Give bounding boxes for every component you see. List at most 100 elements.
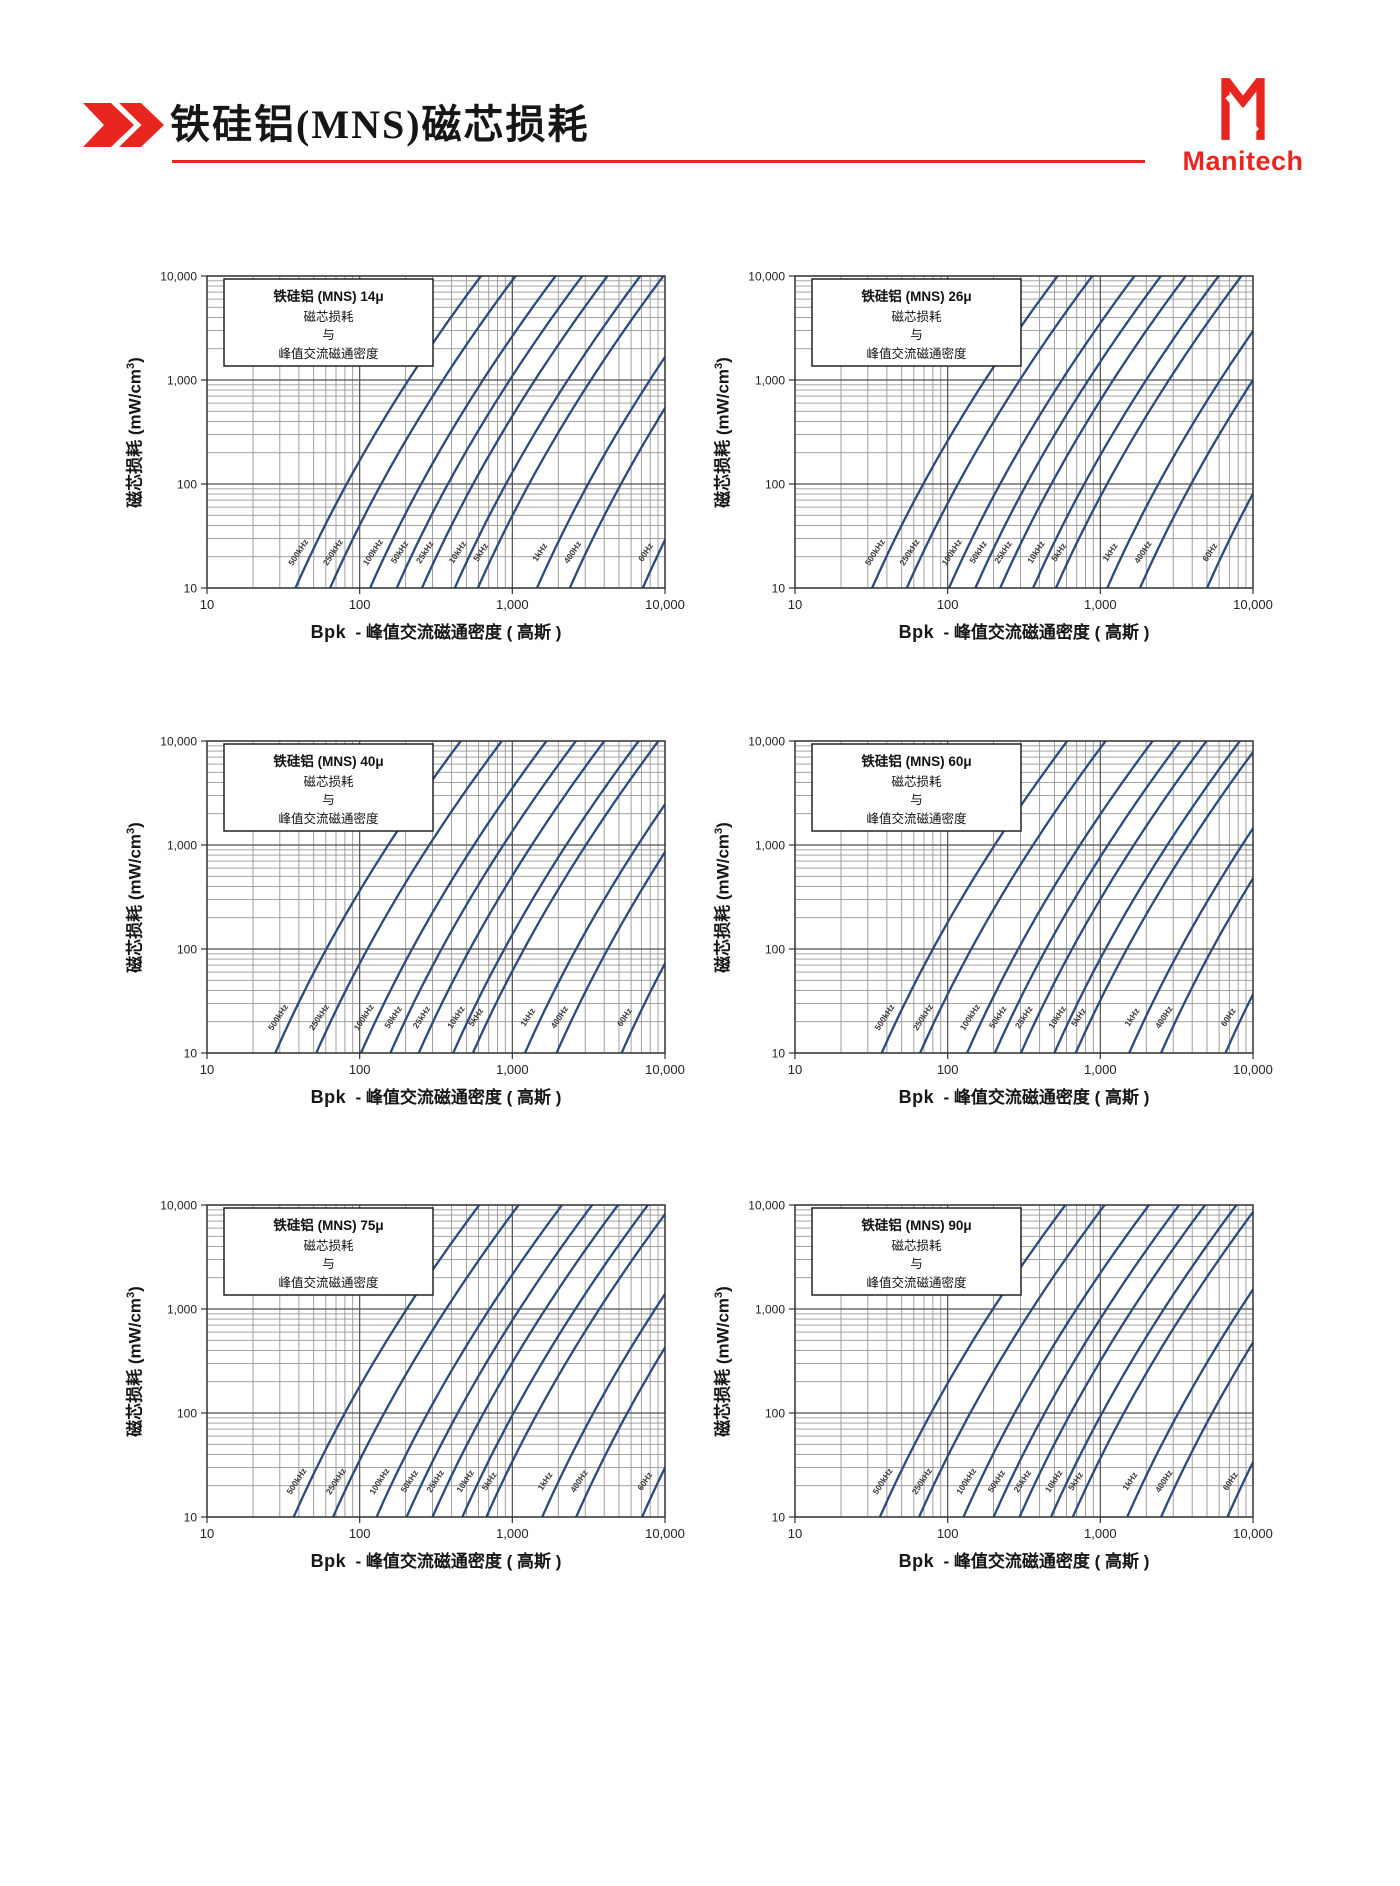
y-tick-label: 10 (772, 1047, 786, 1061)
curve-label-400Hz: 400Hz (562, 539, 584, 565)
loss-curve-400Hz (1138, 377, 1253, 588)
chart-title-line4: 峰值交流磁通密度 (278, 346, 379, 361)
chart-title-line1: 铁硅铝 (MNS) 90μ (861, 1217, 971, 1233)
loss-curve-400Hz (568, 405, 665, 588)
y-tick-label: 10 (772, 582, 786, 596)
loss-curve-25kHz (417, 741, 606, 1053)
curve-label-10kHz: 10kHz (454, 1468, 476, 1494)
core-loss-chart-26μ: 磁芯损耗 (mW/cm3) 10 10 100 100 1,000 1,000 10,000 1… (688, 230, 1308, 660)
y-tick-label: 1,000 (167, 1303, 197, 1317)
y-axis-title: 磁芯损耗 (mW/cm3) (124, 1286, 145, 1437)
chart-title-line2: 磁芯损耗 (891, 309, 942, 324)
y-tick-label: 100 (765, 1407, 785, 1421)
loss-curve-25kHz (420, 276, 609, 588)
x-tick-label: 10,000 (1233, 597, 1273, 612)
core-loss-chart-14μ: 磁芯损耗 (mW/cm3) 10 10 100 100 1,000 1,000 10,000 1… (100, 230, 720, 660)
x-tick-label: 100 (349, 1062, 371, 1077)
loss-curve-400Hz (1159, 876, 1253, 1053)
loss-curve-50kHz (405, 1205, 594, 1517)
loss-curve-60Hz (1224, 991, 1253, 1053)
curve-label-10kHz: 10kHz (445, 1004, 467, 1030)
loss-curve-500kHz (870, 276, 1060, 588)
chart-title-box (811, 743, 1022, 832)
y-tick-label: 1,000 (755, 374, 785, 388)
loss-curve-1kHz (541, 1291, 665, 1517)
y-axis-title: 磁芯损耗 (mW/cm3) (124, 357, 145, 508)
loss-curve-5kHz (1054, 276, 1243, 588)
loss-curve-5kHz (1071, 1210, 1253, 1517)
chart-title-line2: 磁芯损耗 (303, 774, 354, 789)
plot-border (206, 275, 666, 589)
chart-title-line4: 峰值交流磁通密度 (278, 1275, 379, 1290)
loss-curve-10kHz (452, 741, 641, 1053)
y-axis-title: 磁芯损耗 (mW/cm3) (124, 822, 145, 973)
loss-curve-400Hz (575, 1345, 665, 1517)
loss-curve-100kHz (359, 741, 548, 1053)
loss-curve-500kHz (880, 741, 1069, 1053)
y-tick-label: 100 (177, 1407, 197, 1421)
curves-group (878, 1205, 1253, 1517)
x-tick-label: 100 (937, 1062, 959, 1077)
curve-label-1kHz: 1kHz (1100, 541, 1119, 563)
x-tick-label: 10,000 (645, 597, 685, 612)
loss-curve-50kHz (389, 741, 578, 1053)
loss-curve-5kHz (476, 276, 665, 588)
y-tick-label: 100 (765, 943, 785, 957)
x-tick-label: 1,000 (1084, 1062, 1117, 1077)
chart-title-line3: 与 (322, 328, 335, 342)
curve-label-5kHz: 5kHz (466, 1006, 485, 1028)
x-tick-label: 10 (788, 597, 802, 612)
curve-label-50kHz: 50kHz (398, 1468, 420, 1494)
x-axis-title: Bpk - 峰值交流磁通密度 ( 高斯 ) (898, 1087, 1150, 1107)
y-tick-label: 10,000 (748, 1199, 785, 1213)
curves-group (294, 276, 665, 588)
curve-label-400Hz: 400Hz (1153, 1468, 1175, 1494)
loss-curve-50kHz (993, 741, 1182, 1053)
x-tick-label: 10,000 (1233, 1526, 1273, 1541)
loss-curve-25kHz (1019, 741, 1208, 1053)
x-tick-label: 1,000 (496, 1062, 529, 1077)
chart-title-line3: 与 (910, 1257, 923, 1271)
x-tick-label: 1,000 (1084, 597, 1117, 612)
loss-curve-60Hz (1205, 491, 1253, 588)
y-axis-title: 磁芯损耗 (mW/cm3) (712, 822, 733, 973)
chart-title-line2: 磁芯损耗 (303, 309, 354, 324)
x-tick-label: 10,000 (645, 1526, 685, 1541)
y-tick-label: 10 (184, 1047, 198, 1061)
x-tick-label: 1,000 (1084, 1526, 1117, 1541)
x-axis-title: Bpk - 峰值交流磁通密度 ( 高斯 ) (310, 1087, 562, 1107)
x-tick-label: 10 (788, 1526, 802, 1541)
curves-group (870, 276, 1253, 588)
curve-label-60Hz: 60Hz (1219, 1006, 1238, 1028)
brand-logo: Manitech (1163, 74, 1323, 177)
x-axis-title: Bpk - 峰值交流磁通密度 ( 高斯 ) (898, 622, 1150, 642)
curve-label-10kHz: 10kHz (1043, 1468, 1065, 1494)
curve-label-10kHz: 10kHz (1025, 539, 1047, 565)
chart-title-line1: 铁硅铝 (MNS) 60μ (861, 753, 971, 769)
chart-title-line3: 与 (910, 328, 923, 342)
curves-group (880, 741, 1253, 1053)
y-tick-label: 10 (184, 1511, 198, 1525)
x-tick-label: 100 (937, 597, 959, 612)
chart-title-line3: 与 (910, 793, 923, 807)
loss-curve-500kHz (292, 1205, 481, 1517)
loss-curve-60Hz (1226, 1459, 1253, 1517)
chevron-right-shape (119, 103, 164, 147)
curve-label-60Hz: 60Hz (636, 541, 655, 563)
x-axis-title: Bpk - 峰值交流磁通密度 ( 高斯 ) (310, 1551, 562, 1571)
curve-label-10kHz: 10kHz (1046, 1004, 1068, 1030)
chart-title-line1: 铁硅铝 (MNS) 14μ (273, 288, 383, 304)
brand-wordmark: Manitech (1182, 146, 1304, 176)
plot-border (794, 275, 1254, 589)
plot-border (206, 740, 666, 1054)
chart-title-line4: 峰值交流磁通密度 (866, 346, 967, 361)
chart-title-line4: 峰值交流磁通密度 (866, 811, 967, 826)
loss-curve-10kHz (461, 1205, 650, 1517)
y-tick-label: 100 (765, 478, 785, 492)
chart-title-line2: 磁芯损耗 (891, 1238, 942, 1253)
curve-label-60Hz: 60Hz (1221, 1470, 1240, 1492)
